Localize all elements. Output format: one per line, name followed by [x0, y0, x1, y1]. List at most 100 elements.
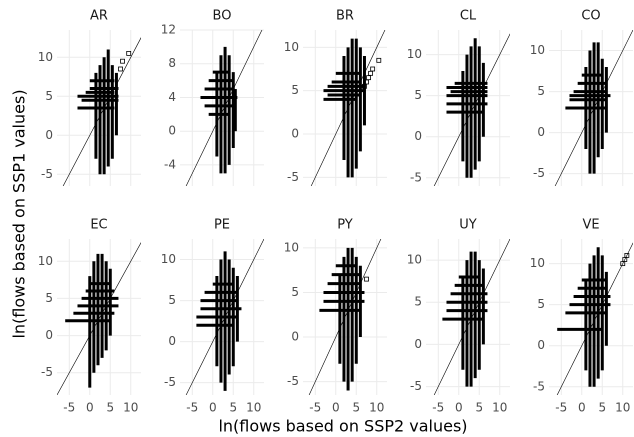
x-tick-label: 10 — [492, 401, 507, 415]
y-tick-label: 5 — [414, 88, 422, 102]
panel: BR -5 0 5 10 — [284, 9, 387, 186]
point — [368, 70, 374, 76]
y-tick-label: 0 — [45, 128, 53, 142]
y-tick-label: 5 — [168, 293, 176, 307]
x-tick-label: 0 — [86, 401, 94, 415]
y-tick-label: -5 — [410, 379, 422, 393]
plot-area — [62, 37, 141, 186]
x-tick-label: -5 — [309, 401, 321, 415]
y-tick-label: 0 — [45, 328, 53, 342]
x-tick-label: 0 — [209, 401, 217, 415]
y-tick-label: 5 — [45, 89, 53, 103]
plot-area — [308, 239, 382, 395]
x-tick-label: 10 — [615, 401, 630, 415]
y-tick-label: 0 — [414, 337, 422, 351]
panel: AR -5 0 5 10 — [38, 9, 141, 186]
y-tick-label: 0 — [537, 125, 545, 139]
y-tick-label: -5 — [410, 170, 422, 184]
x-tick-label: 10 — [123, 401, 138, 415]
y-tick-label: 10 — [38, 50, 53, 64]
y-tick-label: 0 — [537, 338, 545, 352]
panel-title: CL — [460, 9, 477, 24]
panel-title: EC — [90, 218, 107, 233]
identity-line — [433, 33, 510, 186]
x-tick-label: -5 — [555, 401, 567, 415]
identity-line — [185, 239, 264, 395]
plot-area — [556, 242, 633, 395]
y-tick-label: -5 — [533, 166, 545, 180]
point — [126, 51, 132, 56]
identity-line — [57, 242, 141, 395]
plot-area — [185, 239, 264, 395]
y-tick-label: -5 — [164, 375, 176, 389]
x-tick-label: -5 — [186, 401, 198, 415]
y-tick-label: 12 — [161, 23, 176, 37]
y-tick-label: 10 — [284, 40, 299, 54]
plot-area — [57, 242, 141, 395]
point — [366, 75, 371, 81]
plot-area — [554, 30, 633, 186]
y-tick-label: 0 — [168, 334, 176, 348]
point — [120, 58, 125, 64]
plot-area — [185, 30, 263, 186]
y-tick-label: 5 — [291, 285, 299, 299]
panel-title: VE — [582, 218, 599, 233]
panel: CO -5 0 5 10 — [530, 9, 633, 186]
identity-line — [308, 239, 382, 395]
panel-title: UY — [459, 218, 477, 233]
y-tick-label: -5 — [533, 379, 545, 393]
y-tick-label: 5 — [537, 297, 545, 311]
y-tick-label: 5 — [537, 84, 545, 98]
y-tick-label: 8 — [168, 56, 176, 70]
identity-line — [185, 30, 263, 186]
panel-title: BR — [336, 9, 354, 24]
point — [624, 253, 630, 258]
identity-line — [433, 239, 510, 395]
y-tick-label: -4 — [164, 157, 176, 171]
y-tick-label: 10 — [407, 253, 422, 267]
x-tick-label: 5 — [598, 401, 606, 415]
y-tick-label: 5 — [414, 295, 422, 309]
y-tick-label: 10 — [530, 43, 545, 57]
point — [370, 66, 376, 72]
y-tick-label: 5 — [291, 83, 299, 97]
point — [376, 57, 382, 63]
y-tick-label: 5 — [45, 291, 53, 305]
x-tick-label: 5 — [106, 401, 114, 415]
y-axis-label: ln(flows based on SSP1 values) — [10, 89, 29, 338]
plot-area — [310, 30, 386, 186]
point — [364, 276, 369, 282]
x-axis-label: ln(flows based on SSP2 values) — [218, 417, 467, 436]
y-tick-label: 10 — [530, 256, 545, 270]
y-tick-label: 0 — [291, 330, 299, 344]
y-tick-label: -5 — [287, 170, 299, 184]
panel-title: AR — [90, 9, 108, 24]
panel-title: PE — [214, 218, 230, 233]
plot-area — [433, 239, 510, 395]
x-tick-label: 5 — [352, 401, 360, 415]
identity-line — [556, 242, 633, 395]
x-tick-label: 5 — [475, 401, 483, 415]
y-tick-label: 4 — [168, 90, 176, 104]
x-tick-label: 10 — [246, 401, 261, 415]
identity-line — [310, 30, 386, 186]
x-tick-label: -5 — [432, 401, 444, 415]
y-tick-label: 10 — [407, 47, 422, 61]
y-tick-label: -5 — [41, 365, 53, 379]
identity-line — [554, 30, 633, 186]
y-tick-label: 10 — [38, 254, 53, 268]
panel-title: CO — [581, 9, 600, 24]
plot-area — [433, 33, 510, 186]
y-tick-label: 0 — [291, 127, 299, 141]
x-tick-label: 0 — [332, 401, 340, 415]
panel: BO -4 0 4 8 12 — [161, 9, 264, 186]
panel-title: BO — [213, 9, 232, 24]
x-tick-label: 10 — [369, 401, 384, 415]
panel: CL -5 0 5 10 — [407, 9, 510, 186]
y-tick-label: -5 — [41, 167, 53, 181]
